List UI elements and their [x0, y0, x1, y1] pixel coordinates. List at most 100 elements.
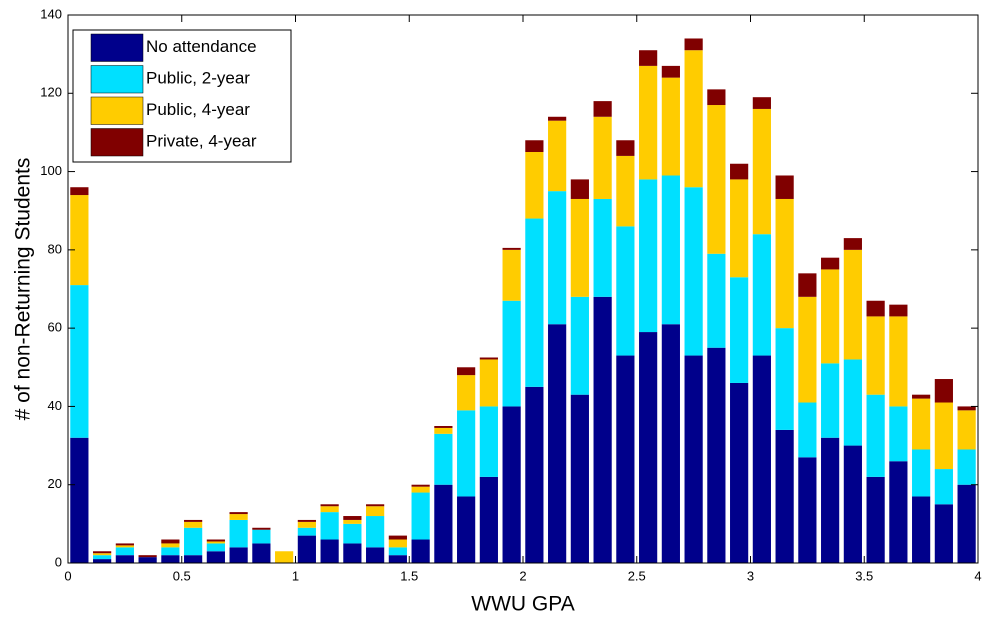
bar-segment	[184, 555, 203, 563]
bar-segment	[912, 394, 931, 399]
bar-segment	[570, 179, 589, 199]
legend-label: Public, 4-year	[146, 100, 250, 119]
bar-segment	[161, 539, 180, 544]
legend-swatch	[90, 33, 144, 62]
x-tick-label: 2.5	[628, 568, 646, 583]
bar-segment	[889, 406, 908, 462]
bar-segment	[548, 324, 567, 563]
y-tick-label: 0	[55, 554, 62, 569]
bar-segment	[684, 355, 703, 563]
bar-segment	[548, 120, 567, 192]
bar-segment	[684, 187, 703, 356]
bar-segment	[570, 296, 589, 395]
y-tick-label: 100	[40, 163, 62, 178]
bar-segment	[229, 514, 248, 520]
bar-segment	[388, 547, 407, 556]
y-tick-label: 40	[48, 398, 62, 413]
bar-segment	[343, 516, 362, 520]
bar-segment	[297, 521, 316, 528]
bar-segment	[707, 105, 726, 254]
x-tick-label: 0.5	[173, 568, 191, 583]
bar-segment	[252, 543, 271, 563]
bar-segment	[616, 140, 635, 156]
bar-segment	[297, 519, 316, 522]
bar-segment	[957, 406, 976, 411]
bar-segment	[548, 116, 567, 121]
bar-segment	[479, 357, 498, 360]
x-tick-label: 0	[64, 568, 71, 583]
bar-segment	[752, 355, 771, 563]
bar-segment	[411, 486, 430, 493]
bar-segment	[616, 226, 635, 356]
x-tick-label: 1	[292, 568, 299, 583]
bar-segment	[297, 527, 316, 536]
bar-segment	[93, 553, 112, 556]
bar-segment	[229, 547, 248, 563]
bar-segment	[957, 410, 976, 450]
x-tick-label: 1.5	[400, 568, 418, 583]
y-tick-label: 140	[40, 6, 62, 21]
bar-segment	[570, 198, 589, 297]
bar-segment	[525, 152, 544, 219]
bar-segment	[457, 375, 476, 411]
bar-segment	[616, 355, 635, 563]
bar-segment	[661, 175, 680, 325]
bar-segment	[115, 543, 134, 546]
bar-segment	[866, 300, 885, 317]
bar-segment	[843, 238, 862, 250]
bar-segment	[593, 296, 612, 563]
bar-segment	[70, 187, 89, 196]
bar-segment	[661, 77, 680, 176]
bar-segment	[388, 555, 407, 563]
bar-segment	[798, 457, 817, 563]
bar-segment	[434, 433, 453, 485]
bar-segment	[457, 367, 476, 376]
bar-segment	[343, 543, 362, 563]
bar-segment	[229, 519, 248, 548]
legend-swatch	[90, 128, 144, 157]
bar-segment	[229, 512, 248, 515]
bar-segment	[912, 496, 931, 563]
bar-segment	[684, 38, 703, 51]
bar-segment	[957, 484, 976, 563]
bar-segment	[411, 492, 430, 540]
bar-segment	[411, 484, 430, 487]
legend-label: No attendance	[146, 37, 257, 56]
bar-segment	[93, 555, 112, 560]
bar-segment	[479, 476, 498, 563]
bar-segment	[752, 234, 771, 356]
bar-segment	[115, 555, 134, 563]
bar-segment	[115, 545, 134, 548]
bar-segment	[730, 163, 749, 180]
bar-segment	[320, 504, 339, 507]
bar-segment	[297, 535, 316, 563]
legend-label: Public, 2-year	[146, 69, 250, 88]
bar-segment	[889, 461, 908, 563]
bar-segment	[479, 359, 498, 407]
bar-segment	[889, 316, 908, 407]
bar-segment	[457, 496, 476, 563]
bar-segment	[161, 547, 180, 556]
bar-segment	[821, 363, 840, 438]
bar-segment	[934, 504, 953, 563]
bar-segment	[752, 97, 771, 109]
bar-segment	[502, 406, 521, 563]
bar-segment	[206, 551, 225, 563]
bar-segment	[366, 547, 385, 563]
bar-segment	[707, 253, 726, 348]
y-tick-label: 80	[48, 241, 62, 256]
bar-segment	[275, 551, 294, 563]
bar-segment	[866, 394, 885, 477]
legend-swatch	[90, 96, 144, 125]
y-tick-label: 20	[48, 476, 62, 491]
bar-segment	[434, 484, 453, 563]
bar-segment	[184, 519, 203, 522]
bar-segment	[388, 539, 407, 548]
bar-segment	[639, 65, 658, 180]
bar-segment	[616, 155, 635, 227]
bar-segment	[730, 277, 749, 383]
bar-segment	[502, 249, 521, 301]
bar-segment	[775, 175, 794, 199]
bar-segment	[730, 179, 749, 278]
x-tick-label: 3	[747, 568, 754, 583]
